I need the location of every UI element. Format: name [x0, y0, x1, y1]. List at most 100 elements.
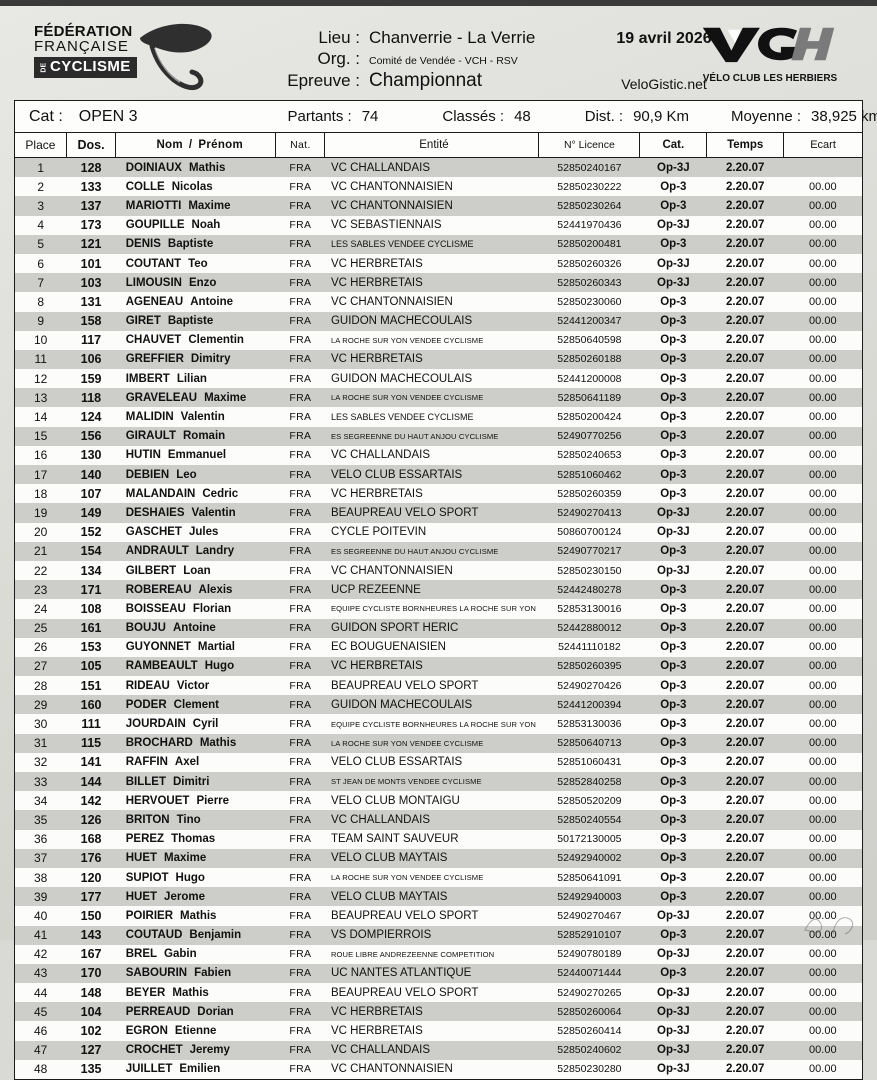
table-row: 30 111 JOURDAIN Cyril FRA EQUIPE CYCLISTE BOR… [15, 714, 862, 734]
cell-nat: FRA [289, 391, 312, 404]
cell-place: 38 [34, 870, 48, 885]
org-label: Org. : [317, 49, 360, 68]
cell-nom: COLLE [125, 180, 165, 193]
cell-prenom: Benjamin [189, 929, 242, 942]
cell-licence: 52850641189 [557, 391, 622, 404]
cell-licence: 52850240653 [557, 449, 622, 462]
cell-place: 35 [34, 812, 48, 827]
ffc-bird-icon [140, 23, 212, 91]
cell-cat: Op-3J [657, 276, 690, 289]
cell-entite: LA ROCHE SUR YON VENDEE CYCLISME [330, 393, 484, 403]
cell-place: 42 [34, 947, 48, 962]
cell-entite: BEAUPREAU VELO SPORT [330, 986, 479, 999]
cell-ecart: 00.00 [809, 238, 837, 251]
cell-place: 19 [34, 505, 48, 520]
cell-place: 27 [34, 659, 48, 674]
table-row: 38 120 SUPIOT Hugo FRA LA ROCHE SUR YON VENDE… [15, 867, 862, 888]
cell-place: 48 [34, 1062, 48, 1077]
cell-nom: MALANDAIN [125, 487, 196, 500]
cell-temps: 2.20.07 [726, 679, 765, 692]
cell-rider-name: SABOURIN Fabien [116, 964, 276, 983]
cell-licence: 52850260188 [557, 353, 622, 366]
cell-temps: 2.20.07 [726, 871, 765, 884]
cell-rider-name: CHAUVET Clementin [116, 331, 276, 350]
cell-nom: RAMBEAULT [125, 660, 198, 673]
cell-prenom: Alexis [198, 583, 233, 596]
cell-nom: SABOURIN [125, 967, 188, 980]
cell-entite: BEAUPREAU VELO SPORT [330, 909, 479, 922]
org-value: Comité de Vendée - VCH - RSV [369, 55, 518, 67]
cell-nat: FRA [289, 890, 312, 903]
cell-dos: 128 [80, 160, 102, 175]
cell-rider-name: COLLE Nicolas [116, 177, 276, 196]
table-row: 39 177 HUET Jerome FRA VELO CLUB MAYTAIS 52492… [15, 887, 862, 907]
cell-nom: PEREZ [125, 833, 165, 846]
col-header-prenom: Prénom [198, 138, 244, 151]
cell-place: 15 [34, 429, 48, 444]
table-row: 34 142 HERVOUET Pierre FRA VELO CLUB MONTAIGU… [15, 791, 862, 811]
cell-dos: 153 [80, 640, 102, 655]
cell-rider-name: GREFFIER Dimitry [116, 350, 276, 369]
cell-dos: 150 [80, 908, 102, 923]
cell-prenom: Hugo [175, 871, 205, 884]
cell-entite: VC HERBRETAIS [330, 276, 423, 289]
cell-licence: 52490270467 [557, 909, 622, 922]
cell-place: 14 [34, 410, 48, 425]
cell-dos: 167 [80, 947, 102, 962]
table-row: 11 106 GREFFIER Dimitry FRA VC HERBRETAIS 5285… [15, 349, 862, 370]
table-row: 43 170 SABOURIN Fabien FRA UC NANTES ATLANTIQ… [15, 963, 862, 984]
table-row: 16 130 HUTIN Emmanuel FRA VC CHALLANDAIS 52850… [15, 445, 862, 465]
cell-nat: FRA [289, 794, 312, 807]
cell-nat: FRA [289, 353, 312, 366]
cell-licence: 52850240602 [557, 1044, 622, 1057]
cell-cat: Op-3 [660, 871, 687, 884]
cell-nat: FRA [289, 1025, 312, 1038]
cell-entite: VC CHANTONNAISIEN [330, 199, 453, 212]
cell-rider-name: MALANDAIN Cedric [116, 484, 276, 503]
cat-value: OPEN 3 [78, 107, 138, 125]
cell-cat: Op-3 [660, 583, 687, 596]
cell-dos: 115 [80, 736, 102, 751]
cell-entite: GUIDON SPORT HERIC [330, 622, 459, 635]
cell-dos: 120 [80, 870, 102, 885]
cell-dos: 137 [80, 198, 102, 213]
cell-entite: VELO CLUB MAYTAIS [330, 852, 448, 865]
lieu-value: Chanverrie - La Verrie [369, 28, 536, 47]
cell-nom: GRAVELEAU [125, 391, 198, 404]
cell-entite: VELO CLUB MAYTAIS [330, 890, 448, 903]
cell-nom: DOINIAUX [125, 161, 182, 174]
cell-rider-name: PEREZ Thomas [116, 830, 276, 849]
cell-dos: 117 [80, 333, 102, 348]
cell-ecart: 00.00 [809, 813, 837, 826]
cell-nom: DEBIEN [125, 468, 170, 481]
cell-dos: 171 [80, 582, 102, 597]
cell-cat: Op-3 [660, 794, 687, 807]
cell-ecart: 00.00 [809, 487, 837, 500]
cell-temps: 2.20.07 [726, 622, 765, 635]
col-header-cat: Cat. [639, 133, 708, 158]
cell-prenom: Antoine [173, 622, 216, 635]
cell-place: 47 [34, 1043, 48, 1058]
cell-temps: 2.20.07 [726, 1005, 765, 1018]
cell-dos: 140 [80, 467, 102, 482]
cell-rider-name: GUYONNET Martial [116, 638, 276, 657]
cell-nom: HUTIN [125, 449, 161, 462]
table-row: 22 134 GILBERT Loan FRA VC CHANTONNAISIEN 5285… [15, 560, 862, 581]
cell-temps: 2.20.07 [726, 526, 765, 539]
cell-entite: UC NANTES ATLANTIQUE [330, 967, 472, 980]
cell-entite: VC HERBRETAIS [330, 353, 423, 366]
cell-dos: 173 [80, 218, 102, 233]
cell-temps: 2.20.07 [726, 967, 765, 980]
cell-temps: 2.20.07 [726, 334, 765, 347]
cell-licence: 52850260359 [557, 487, 622, 500]
cell-temps: 2.20.07 [726, 660, 765, 673]
cell-rider-name: HUTIN Emmanuel [116, 446, 276, 465]
cell-nom: RIDEAU [125, 679, 170, 692]
cell-nat: FRA [289, 641, 312, 654]
cell-prenom: Pierre [196, 794, 230, 807]
cell-nom: BILLET [125, 775, 166, 788]
cell-place: 34 [34, 793, 48, 808]
ffc-de-label: DE [40, 62, 48, 73]
cell-ecart: 00.00 [809, 257, 837, 270]
